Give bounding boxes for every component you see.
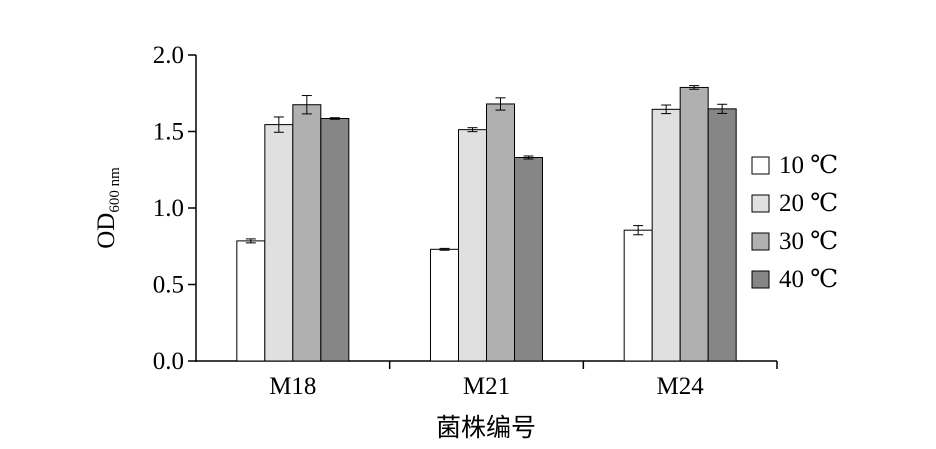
y-axis-title-subscript: 600 nm (107, 167, 123, 213)
bar (236, 240, 266, 362)
legend-label: 10 ℃ (779, 152, 838, 179)
x-tick-label: M18 (269, 373, 316, 400)
x-axis-title: 菌株编号 (436, 414, 536, 442)
legend-swatch (751, 156, 770, 175)
legend-label: 40 ℃ (779, 266, 838, 293)
bar (514, 157, 543, 362)
y-ticks: 0.0 0.5 1.0 1.5 2.0 (153, 42, 196, 375)
bar (651, 108, 681, 362)
bar (264, 124, 294, 362)
y-tick-label: 2.0 (153, 42, 184, 69)
bar (430, 248, 459, 362)
error-bars (245, 85, 728, 251)
x-tick-label: M24 (657, 373, 705, 400)
x-ticks: M18 M21 M24 (269, 361, 778, 400)
x-tick-label: M21 (463, 373, 510, 400)
bar (486, 103, 515, 362)
bar (292, 104, 322, 362)
bar (707, 108, 737, 362)
bar (679, 86, 709, 362)
legend-label: 30 ℃ (779, 228, 838, 255)
bar (623, 229, 653, 362)
legend-label: 20 ℃ (779, 190, 838, 217)
legend-swatch (751, 270, 770, 289)
y-tick-label: 1.5 (153, 119, 184, 146)
legend-swatch (751, 194, 770, 213)
bars (236, 86, 737, 362)
legend-swatch (751, 232, 770, 251)
y-axis-title: OD600 nm (93, 167, 123, 249)
y-tick-label: 0.5 (153, 272, 184, 299)
bar (458, 129, 487, 362)
y-axis-title-main: OD (93, 213, 120, 249)
y-tick-label: 0.0 (153, 348, 184, 375)
bar (320, 117, 350, 362)
legend: 10 ℃ 20 ℃ 30 ℃ 40 ℃ (751, 152, 838, 293)
y-tick-label: 1.0 (153, 195, 184, 222)
